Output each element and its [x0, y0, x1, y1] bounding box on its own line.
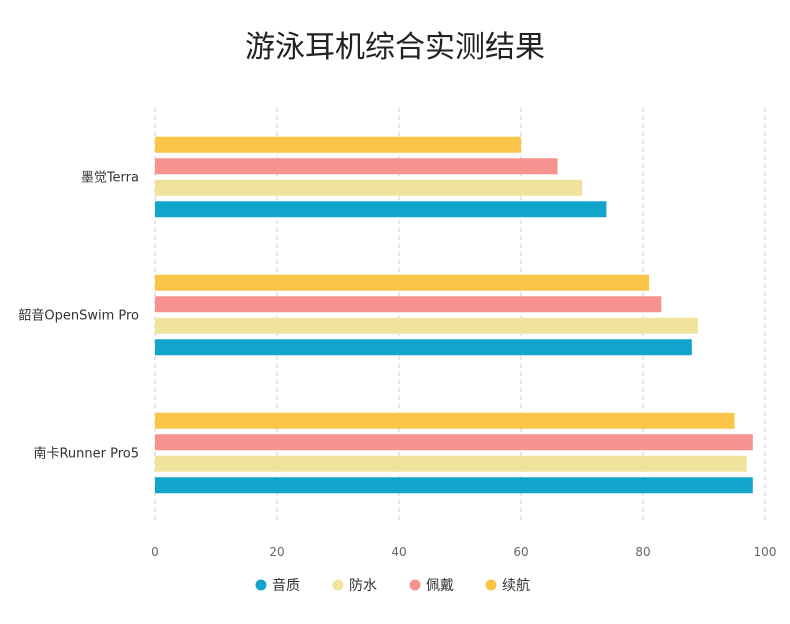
bar[interactable] — [155, 274, 650, 291]
legend-marker[interactable] — [485, 579, 497, 591]
bars — [155, 136, 753, 494]
legend-label[interactable]: 续航 — [502, 577, 530, 594]
bar[interactable] — [155, 136, 521, 153]
bar[interactable] — [155, 455, 747, 472]
category-label: 韶音OpenSwim Pro — [18, 308, 139, 324]
x-tick-label: 20 — [269, 545, 284, 559]
category-labels: 南卡Runner Pro5 韶音OpenSwim Pro 墨觉Terra — [18, 171, 139, 462]
bar[interactable] — [155, 434, 753, 451]
legend-label[interactable]: 音质 — [272, 577, 300, 594]
bar[interactable] — [155, 179, 582, 196]
bar[interactable] — [155, 412, 735, 429]
legend[interactable]: 音质 防水 佩戴 续航 — [255, 577, 531, 594]
legend-label[interactable]: 佩戴 — [426, 578, 454, 594]
x-tick-label: 40 — [391, 545, 406, 559]
category-label: 墨觉Terra — [81, 171, 139, 186]
bar[interactable] — [155, 317, 698, 334]
bar[interactable] — [155, 477, 753, 494]
bar[interactable] — [155, 201, 607, 218]
x-axis-ticks: 0 20 40 60 80 100 — [151, 545, 776, 559]
bar[interactable] — [155, 296, 662, 313]
chart-title: 游泳耳机综合实测结果 — [245, 30, 545, 65]
legend-marker[interactable] — [332, 579, 344, 591]
x-tick-label: 0 — [151, 545, 159, 559]
legend-marker[interactable] — [255, 579, 267, 591]
grid-lines — [154, 108, 766, 522]
x-tick-label: 80 — [635, 545, 650, 559]
bar[interactable] — [155, 158, 558, 175]
legend-marker[interactable] — [409, 579, 421, 591]
x-tick-label: 60 — [513, 545, 528, 559]
category-label: 南卡Runner Pro5 — [33, 446, 139, 462]
legend-label[interactable]: 防水 — [349, 578, 377, 594]
x-tick-label: 100 — [754, 545, 777, 559]
bar[interactable] — [155, 339, 692, 356]
